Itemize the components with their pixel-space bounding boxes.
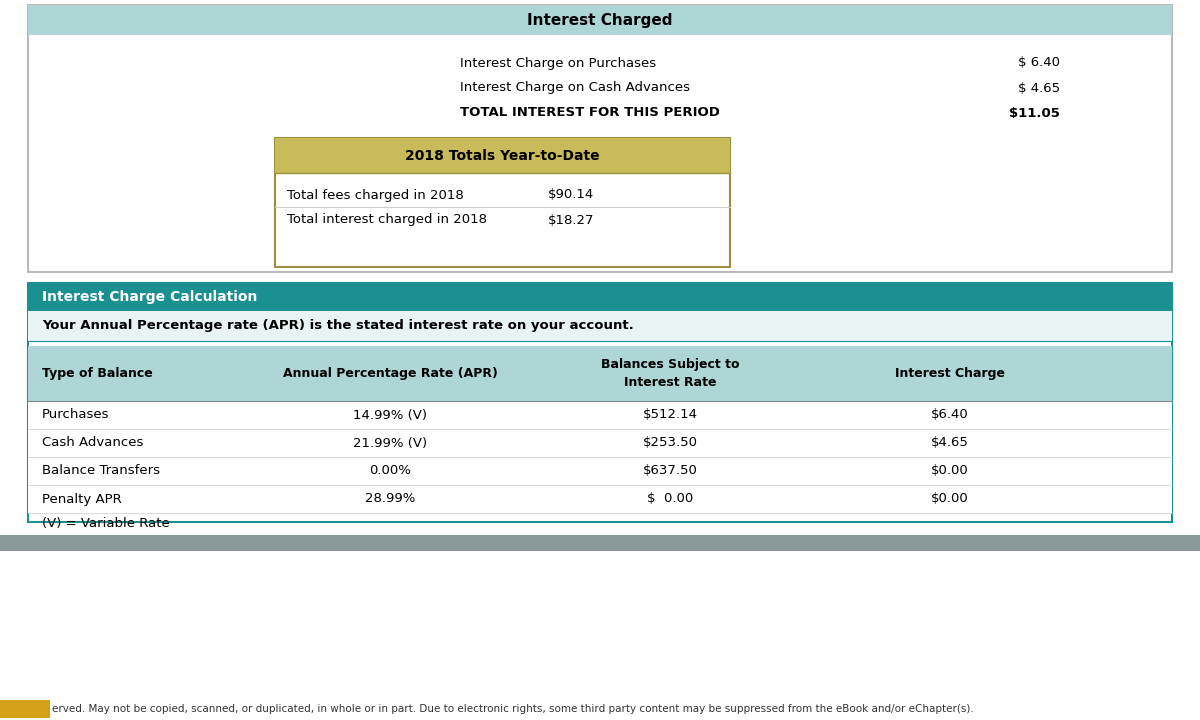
- Text: Total interest charged in 2018: Total interest charged in 2018: [287, 214, 487, 227]
- Text: Interest Charge Calculation: Interest Charge Calculation: [42, 290, 257, 304]
- Text: $253.50: $253.50: [642, 436, 697, 449]
- Text: $18.27: $18.27: [548, 214, 594, 227]
- Text: 14.99% (V): 14.99% (V): [353, 408, 427, 421]
- Text: Your Annual Percentage rate (APR) is the stated interest rate on your account.: Your Annual Percentage rate (APR) is the…: [42, 320, 634, 333]
- Text: 21.99% (V): 21.99% (V): [353, 436, 427, 449]
- Text: $637.50: $637.50: [642, 464, 697, 477]
- Text: $ 4.65: $ 4.65: [1018, 81, 1060, 94]
- Text: Balance Transfers: Balance Transfers: [42, 464, 160, 477]
- Text: $6.40: $6.40: [931, 408, 968, 421]
- Bar: [28, 311, 1172, 341]
- Text: Interest Charge on Purchases: Interest Charge on Purchases: [460, 56, 656, 70]
- Bar: [275, 138, 730, 267]
- Text: $90.14: $90.14: [548, 189, 594, 202]
- Text: $ 6.40: $ 6.40: [1018, 56, 1060, 70]
- Bar: [28, 283, 1172, 522]
- Text: $4.65: $4.65: [931, 436, 968, 449]
- Bar: [28, 485, 1172, 513]
- Text: 2018 Totals Year-to-Date: 2018 Totals Year-to-Date: [406, 148, 600, 163]
- Bar: [28, 457, 1172, 485]
- Text: $  0.00: $ 0.00: [647, 492, 694, 505]
- Text: Penalty APR: Penalty APR: [42, 492, 121, 505]
- Text: $0.00: $0.00: [931, 464, 968, 477]
- Text: Type of Balance: Type of Balance: [42, 367, 152, 380]
- Text: Interest Charge: Interest Charge: [895, 367, 1006, 380]
- Text: Interest Charged: Interest Charged: [527, 12, 673, 27]
- Bar: [28, 5, 1172, 272]
- Bar: [0, 535, 1200, 551]
- Text: TOTAL INTEREST FOR THIS PERIOD: TOTAL INTEREST FOR THIS PERIOD: [460, 107, 720, 120]
- Text: Cash Advances: Cash Advances: [42, 436, 143, 449]
- Text: Annual Percentage Rate (APR): Annual Percentage Rate (APR): [282, 367, 498, 380]
- Bar: [28, 401, 1172, 429]
- Text: Purchases: Purchases: [42, 408, 109, 421]
- Text: $512.14: $512.14: [642, 408, 697, 421]
- Text: $0.00: $0.00: [931, 492, 968, 505]
- Text: $11.05: $11.05: [1009, 107, 1060, 120]
- Text: 0.00%: 0.00%: [370, 464, 410, 477]
- Text: Interest Rate: Interest Rate: [624, 377, 716, 390]
- Text: Interest Charge on Cash Advances: Interest Charge on Cash Advances: [460, 81, 690, 94]
- Text: 28.99%: 28.99%: [365, 492, 415, 505]
- Bar: [28, 5, 1172, 35]
- Bar: [275, 138, 730, 173]
- Bar: [28, 283, 1172, 311]
- Text: Total fees charged in 2018: Total fees charged in 2018: [287, 189, 463, 202]
- Text: Balances Subject to: Balances Subject to: [601, 358, 739, 371]
- Text: erved. May not be copied, scanned, or duplicated, in whole or in part. Due to el: erved. May not be copied, scanned, or du…: [52, 704, 973, 714]
- Bar: [0, 700, 50, 718]
- Text: (V) = Variable Rate: (V) = Variable Rate: [42, 516, 169, 529]
- Bar: [28, 346, 1172, 401]
- Bar: [28, 429, 1172, 457]
